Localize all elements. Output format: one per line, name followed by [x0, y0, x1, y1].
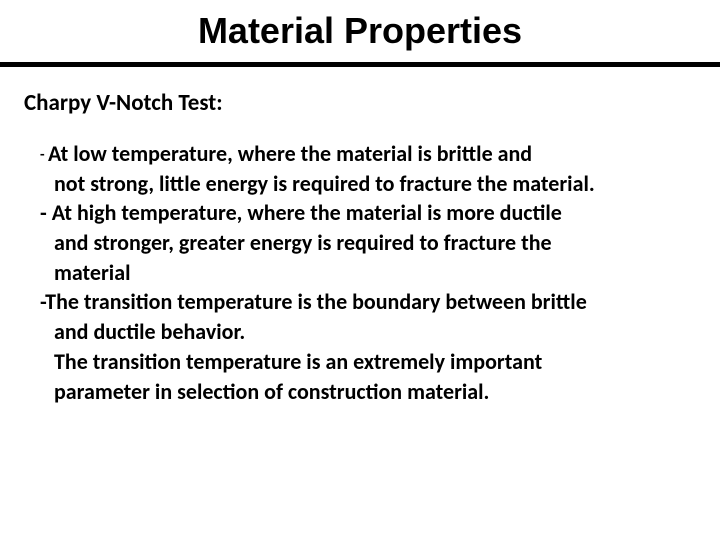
section-subtitle: Charpy V-Notch Test:	[24, 89, 720, 117]
bullet-2-cont: and stronger, greater energy is required…	[40, 228, 692, 258]
bullet-text: At low temperature, where the material i…	[48, 140, 532, 167]
bullet-3: -The transition temperature is the bound…	[40, 287, 692, 317]
dash-icon: -	[40, 146, 48, 164]
bullet-2: - At high temperature, where the materia…	[40, 198, 692, 228]
bullet-4: The transition temperature is an extreme…	[40, 347, 692, 377]
page-title: Material Properties	[0, 10, 720, 52]
slide-container: Material Properties Charpy V-Notch Test:…	[0, 10, 720, 550]
bullet-3-cont: and ductile behavior.	[40, 317, 692, 347]
body-content: - At low temperature, where the material…	[40, 139, 692, 406]
bullet-1: - At low temperature, where the material…	[40, 139, 692, 169]
bullet-1-cont: not strong, little energy is required to…	[40, 169, 692, 199]
title-divider	[0, 62, 720, 67]
bullet-2-cont2: material	[40, 258, 692, 288]
bullet-4-cont: parameter in selection of construction m…	[40, 377, 692, 407]
